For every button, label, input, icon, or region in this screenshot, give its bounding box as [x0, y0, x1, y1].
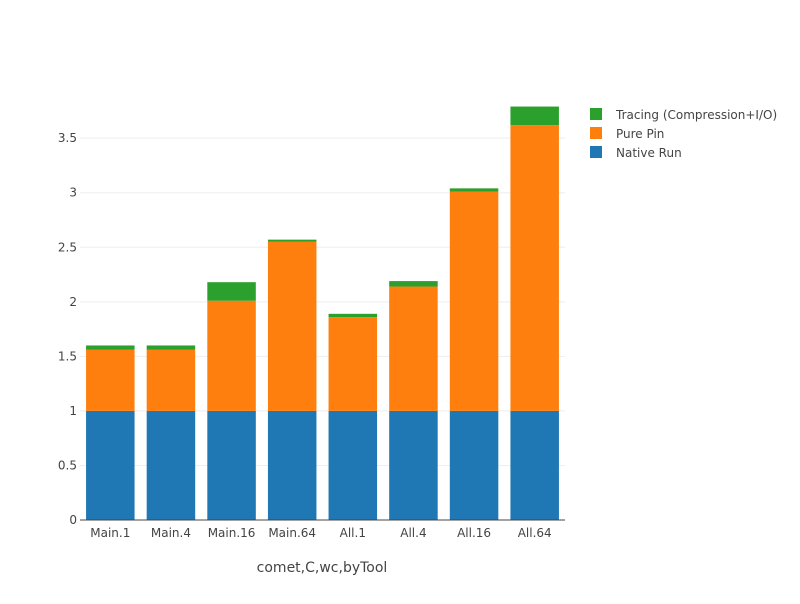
x-tick-label: All.4: [400, 526, 426, 540]
legend-swatch[interactable]: [590, 146, 602, 158]
bar-segment[interactable]: [389, 281, 438, 287]
bar-segment[interactable]: [207, 282, 256, 301]
y-tick-label: 2.5: [58, 240, 77, 254]
bar-segment[interactable]: [389, 286, 438, 411]
bar-segment[interactable]: [267, 410, 317, 520]
bar-segment[interactable]: [510, 106, 559, 126]
bar-segment[interactable]: [86, 349, 135, 411]
y-tick-label: 3.5: [58, 131, 77, 145]
bar-segment[interactable]: [449, 188, 499, 192]
bar-segment[interactable]: [449, 410, 499, 520]
x-tick-label: Main.16: [208, 526, 256, 540]
y-tick-label: 1.5: [58, 349, 77, 363]
bar-segment[interactable]: [328, 410, 378, 520]
bar-segment[interactable]: [389, 410, 438, 520]
y-tick-label: 0.5: [58, 458, 77, 472]
bar-segment[interactable]: [510, 125, 559, 411]
y-tick-label: 1: [69, 404, 77, 418]
bars: [86, 106, 559, 520]
bar-segment[interactable]: [449, 191, 499, 411]
bar-segment[interactable]: [86, 345, 135, 350]
bar-segment[interactable]: [207, 410, 256, 520]
x-tick-label: Main.1: [90, 526, 130, 540]
legend-swatch[interactable]: [590, 108, 602, 120]
x-tick-label: Main.64: [268, 526, 316, 540]
legend-swatch[interactable]: [590, 127, 602, 139]
bar-segment[interactable]: [146, 410, 196, 520]
bar-segment[interactable]: [146, 349, 196, 411]
y-tick-label: 0: [69, 513, 77, 527]
bar-segment[interactable]: [267, 241, 317, 411]
legend-label[interactable]: Tracing (Compression+I/O): [615, 108, 777, 122]
bar-segment[interactable]: [328, 317, 378, 411]
bar-segment[interactable]: [86, 410, 135, 520]
legend-label[interactable]: Native Run: [616, 146, 682, 160]
legend[interactable]: Tracing (Compression+I/O) Pure Pin Native …: [590, 108, 777, 160]
x-tick-label: All.64: [518, 526, 552, 540]
bar-segment[interactable]: [510, 410, 559, 520]
y-tick-label: 3: [69, 186, 77, 200]
y-tick-label: 2: [69, 295, 77, 309]
x-axis-title: comet,C,wc,byTool: [257, 560, 388, 576]
bar-segment[interactable]: [328, 313, 378, 318]
x-tick-label: All.1: [340, 526, 366, 540]
bar-segment[interactable]: [267, 239, 317, 242]
x-tick-label: Main.4: [151, 526, 191, 540]
legend-label[interactable]: Pure Pin: [616, 127, 664, 141]
tick-labels: 0 0.5 1 1.5 2 2.5 3 3.5 Main.1 Main.4 Main.16 Main.…: [58, 131, 552, 540]
bar-segment[interactable]: [146, 345, 196, 350]
bar-segment[interactable]: [207, 300, 256, 411]
x-tick-label: All.16: [457, 526, 491, 540]
